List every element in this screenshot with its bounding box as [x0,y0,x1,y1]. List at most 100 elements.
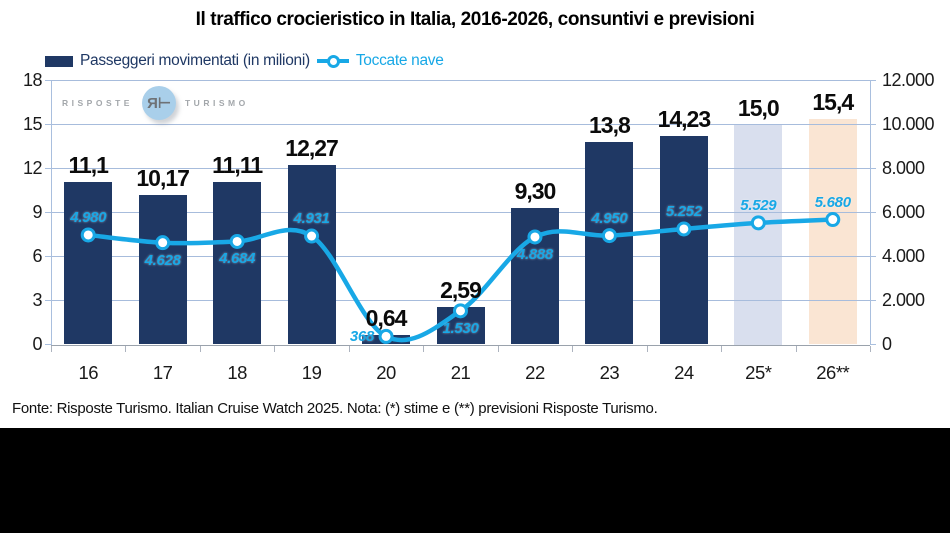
bar-17 [138,195,187,345]
left-axis-tick [45,168,51,169]
gridline [51,168,870,169]
line-marker-23 [601,228,617,244]
line-value-label: 4.888 [516,245,553,263]
gridline [51,256,870,257]
watermark-text-left: RISPOSTE [62,98,133,108]
bar-value-label: 13,8 [589,112,631,139]
x-axis-label: 18 [227,362,247,383]
y-axis-label-right: 4.000 [882,245,925,266]
x-axis-tick [125,345,127,352]
right-axis-line [870,80,871,345]
line-value-label: 4.950 [591,209,628,227]
x-axis-line [51,344,870,346]
bar-24 [659,135,708,345]
watermark-text-right: TURISMO [184,98,249,108]
x-axis-tick [423,345,425,352]
source-note: Fonte: Risposte Turismo. Italian Cruise … [12,400,658,417]
y-axis-label-right: 6.000 [882,201,925,222]
right-axis-tick [870,300,876,301]
y-axis-label-right: 2.000 [882,289,925,310]
bar-value-label: 14,23 [657,105,712,132]
legend-bar-swatch [45,55,73,67]
gridline [51,300,870,301]
y-axis-label-left: 3 [32,289,42,310]
bar-value-label: 11,11 [212,151,263,178]
right-axis-tick [870,344,876,345]
line-marker-24 [676,221,692,237]
bar-23 [585,142,634,345]
gridline [51,80,870,81]
letterbox-bottom [0,428,950,533]
line-value-label: 4.628 [144,251,181,269]
x-axis-label: 16 [78,362,99,383]
x-axis-tick [51,345,52,352]
bar-value-label: 2,59 [440,276,482,303]
bar-value-label: 9,30 [514,178,557,205]
toccate-nave-line [80,212,841,344]
line-marker-25* [750,215,766,231]
x-axis-label: 17 [152,362,173,383]
chart-canvas: Il traffico crocieristico in Italia, 201… [0,0,950,428]
bar-26** [808,118,857,345]
left-axis-tick [45,124,51,125]
x-axis-tick [572,345,574,352]
bar-value-label: 10,17 [136,165,190,192]
y-axis-label-left: 9 [32,201,42,222]
line-marker-16 [80,227,96,243]
x-axis-label: 25* [745,362,772,383]
y-axis-label-right: 8.000 [882,157,925,178]
line-value-label: 4.684 [219,250,256,268]
right-axis-tick [870,256,876,257]
y-axis-label-left: 15 [22,113,43,134]
right-axis-tick [870,168,876,169]
line-marker-19 [304,228,320,244]
x-axis-label: 24 [674,362,694,383]
x-axis-tick [795,345,797,352]
line-marker-20 [378,328,394,344]
x-axis-label: 22 [525,362,545,383]
line-value-label: 368 [349,328,375,346]
bar-value-label: 15,0 [737,94,780,121]
line-value-label: 5.529 [740,196,777,214]
x-axis-tick [870,345,871,352]
x-axis-tick [646,345,648,352]
y-axis-label-left: 12 [22,157,43,178]
left-axis-tick [45,256,51,257]
x-axis-label: 19 [301,362,322,383]
line-marker-21 [453,303,468,319]
legend-circle-marker-icon [326,55,340,68]
watermark-logo: RISPOSTE R ⊢ TURISMO [62,86,249,120]
left-axis-tick [45,80,51,81]
y-axis-label-left: 6 [32,245,42,266]
x-axis-label: 20 [376,362,396,383]
risposte-turismo-logo-icon: R ⊢ [141,86,176,120]
line-marker-22 [527,229,543,245]
bar-25* [734,124,783,345]
bar-18 [213,181,262,345]
gridline [51,212,870,213]
x-axis-tick [199,345,201,352]
line-marker-17 [155,235,171,251]
left-axis-tick [45,300,51,301]
bar-value-label: 12,27 [285,134,339,161]
line-value-label: 5.680 [814,193,851,211]
line-value-label: 4.980 [70,208,107,226]
gridline [51,124,870,125]
bar-value-label: 11,1 [68,151,109,178]
line-marker-18 [229,233,245,249]
x-axis-tick [274,345,276,352]
legend-line-label: Toccate nave [355,52,444,69]
x-axis-tick [497,345,499,352]
right-axis-tick [870,124,876,125]
line-value-label: 1.530 [442,319,479,337]
bar-value-label: 15,4 [812,88,854,115]
line-value-label: 5.252 [665,202,702,220]
y-axis-label-left: 18 [22,69,43,90]
legend-line-swatch [316,55,349,68]
legend: Passeggeri movimentati (in milioni) Tocc… [45,52,444,70]
left-axis-tick [45,344,51,345]
right-axis-tick [870,80,876,81]
x-axis-tick [721,345,723,352]
line-marker-26** [825,212,841,228]
